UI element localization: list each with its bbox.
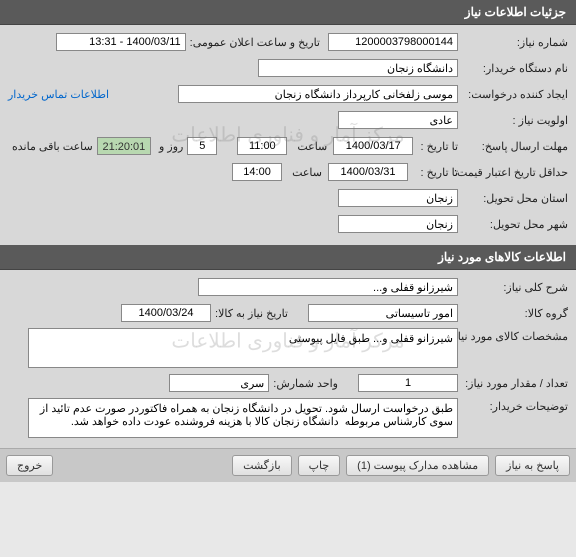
qty-label: تعداد / مقدار مورد نیاز:: [458, 377, 568, 390]
deadline-label: مهلت ارسال پاسخ:: [458, 140, 568, 153]
attachments-button[interactable]: مشاهده مدارک پیوست (1): [346, 455, 489, 476]
notes-field[interactable]: [28, 398, 458, 438]
delivery-city-field[interactable]: [338, 215, 458, 233]
delivery-province-label: استان محل تحویل:: [458, 192, 568, 205]
notes-label: توضیحات خریدار:: [458, 398, 568, 413]
creator-field[interactable]: [178, 85, 458, 103]
until-label-2: تا تاریخ :: [408, 166, 458, 179]
back-button[interactable]: بازگشت: [232, 455, 292, 476]
group-field[interactable]: [308, 304, 458, 322]
spec-label: مشخصات کالای مورد نیاز:: [458, 328, 568, 343]
print-button[interactable]: چاپ: [298, 455, 341, 476]
days-label: روز و: [155, 140, 183, 153]
respond-button[interactable]: پاسخ به نیاز: [495, 455, 570, 476]
buyer-label: نام دستگاه خریدار:: [458, 62, 568, 75]
need-by-label: تاریخ نیاز به کالا:: [211, 307, 288, 320]
general-desc-label: شرح کلی نیاز:: [458, 281, 568, 294]
exit-button[interactable]: خروج: [6, 455, 53, 476]
priority-label: اولویت نیاز :: [458, 114, 568, 127]
contact-link[interactable]: اطلاعات تماس خریدار: [8, 88, 109, 101]
spec-field[interactable]: [28, 328, 458, 368]
until-label: تا تاریخ :: [413, 140, 458, 153]
buyer-field[interactable]: [258, 59, 458, 77]
req-number-label: شماره نیاز:: [458, 36, 568, 49]
priority-field[interactable]: [338, 111, 458, 129]
unit-field[interactable]: [169, 374, 269, 392]
button-bar: پاسخ به نیاز مشاهده مدارک پیوست (1) چاپ …: [0, 448, 576, 482]
min-credit-label: حداقل تاریخ اعتبار قیمت:: [458, 166, 568, 179]
credit-time-field[interactable]: [232, 163, 282, 181]
qty-field[interactable]: [358, 374, 458, 392]
group-label: گروه کالا:: [458, 307, 568, 320]
time-label-1: ساعت: [293, 140, 327, 153]
until-time-field[interactable]: [237, 137, 287, 155]
time-label-2: ساعت: [288, 166, 322, 179]
delivery-city-label: شهر محل تحویل:: [458, 218, 568, 231]
section2-header: اطلاعات کالاهای مورد نیاز: [0, 245, 576, 270]
creator-label: ایجاد کننده درخواست:: [458, 88, 568, 101]
countdown-timer: 21:20:01: [97, 137, 151, 155]
days-field[interactable]: [187, 137, 217, 155]
delivery-province-field[interactable]: [338, 189, 458, 207]
remain-label: ساعت باقی مانده: [8, 140, 93, 153]
section2-body: مرکز آمار و فناوری اطلاعات شرح کلی نیاز:…: [0, 270, 576, 448]
unit-label: واحد شمارش:: [269, 377, 338, 390]
public-date-field[interactable]: [56, 33, 186, 51]
general-desc-field[interactable]: [198, 278, 458, 296]
public-date-label: تاریخ و ساعت اعلان عمومی:: [186, 36, 320, 49]
until-date-field[interactable]: [333, 137, 413, 155]
section1-body: مرکز آمار و فناوری اطلاعات شماره نیاز: ت…: [0, 25, 576, 245]
section1-header: جزئیات اطلاعات نیاز: [0, 0, 576, 25]
need-by-field[interactable]: [121, 304, 211, 322]
req-number-field[interactable]: [328, 33, 458, 51]
credit-date-field[interactable]: [328, 163, 408, 181]
